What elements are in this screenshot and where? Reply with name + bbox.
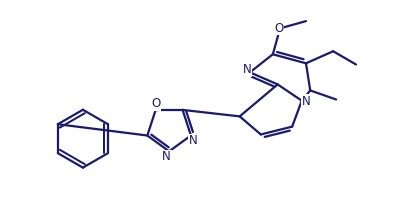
Text: N: N [189, 135, 198, 147]
Text: N: N [162, 150, 171, 163]
Text: O: O [151, 97, 160, 110]
Text: N: N [243, 63, 251, 76]
Text: N: N [302, 95, 311, 108]
Text: O: O [274, 22, 284, 35]
